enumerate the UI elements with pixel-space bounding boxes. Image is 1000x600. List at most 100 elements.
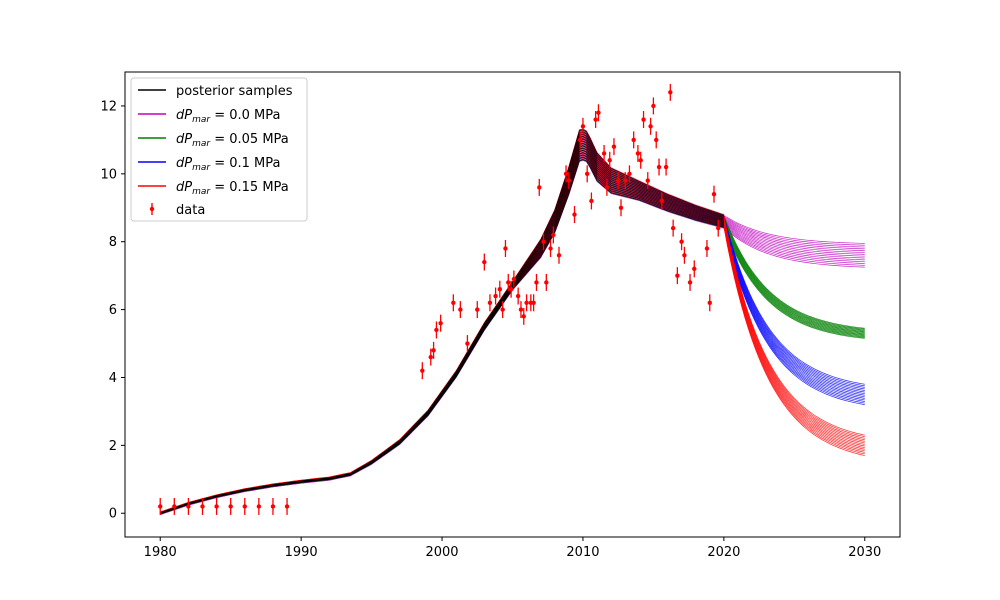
legend-label-dp1: dPmar = 0.1 MPa bbox=[176, 156, 280, 173]
data-point bbox=[438, 314, 443, 332]
data-point bbox=[482, 253, 487, 271]
data-point bbox=[475, 301, 480, 319]
data-point bbox=[503, 240, 508, 257]
data-point bbox=[635, 144, 641, 162]
data-point bbox=[256, 497, 262, 515]
data-point bbox=[656, 158, 662, 176]
y-tick-label: 12 bbox=[100, 99, 117, 114]
data-point bbox=[651, 97, 656, 115]
data-point bbox=[465, 335, 470, 353]
data-point bbox=[687, 273, 693, 291]
data-point bbox=[716, 219, 721, 237]
legend: posterior samples dPmar = 0.0 MPa dPmar … bbox=[130, 77, 308, 222]
y-tick-label: 6 bbox=[109, 303, 117, 318]
data-point bbox=[604, 178, 610, 196]
data-point bbox=[615, 172, 621, 190]
y-tick-label: 4 bbox=[109, 371, 117, 386]
data-point bbox=[548, 240, 553, 257]
data-point bbox=[242, 497, 247, 515]
data-point bbox=[420, 362, 425, 380]
data-point bbox=[434, 321, 439, 339]
x-tick-label: 1990 bbox=[285, 545, 318, 560]
data-point bbox=[668, 83, 673, 101]
data-point bbox=[607, 151, 612, 169]
data-point bbox=[638, 151, 643, 169]
data-point bbox=[551, 226, 556, 244]
x-tick-label: 2020 bbox=[707, 545, 740, 560]
legend-subscript: mar bbox=[192, 139, 211, 149]
forecast-sample-line-dp15 bbox=[160, 128, 865, 513]
y-tick-label: 8 bbox=[109, 235, 117, 250]
legend-symbol: dP bbox=[176, 180, 192, 195]
legend-label-dp0: dPmar = 0.0 MPa bbox=[176, 108, 280, 125]
legend-subscript: mar bbox=[192, 163, 211, 173]
data-point bbox=[451, 294, 456, 312]
data-point bbox=[707, 294, 712, 312]
errorbar-swatch-icon bbox=[149, 203, 155, 215]
data-point bbox=[556, 246, 562, 264]
y-axis: 0 2 4 6 8 10 12 bbox=[100, 99, 125, 522]
legend-subscript: mar bbox=[192, 115, 211, 125]
data-point bbox=[228, 497, 233, 515]
legend-label-dp15: dPmar = 0.15 MPa bbox=[176, 180, 289, 197]
data-point bbox=[544, 273, 549, 291]
data-points bbox=[158, 83, 721, 515]
data-point bbox=[627, 165, 632, 183]
x-tick-label: 2010 bbox=[566, 545, 599, 560]
legend-symbol: dP bbox=[176, 132, 192, 147]
data-point bbox=[596, 104, 601, 122]
data-point bbox=[692, 260, 697, 278]
data-point bbox=[431, 341, 436, 359]
data-point bbox=[284, 497, 290, 515]
data-point bbox=[711, 185, 717, 203]
data-point bbox=[518, 301, 524, 319]
legend-symbol: dP bbox=[176, 108, 192, 123]
x-tick-label: 2030 bbox=[848, 545, 881, 560]
data-point bbox=[497, 280, 503, 298]
data-point bbox=[172, 497, 177, 515]
data-point bbox=[623, 172, 628, 190]
data-point bbox=[566, 172, 572, 190]
data-point bbox=[515, 287, 521, 305]
data-point bbox=[611, 138, 617, 156]
x-axis: 1980 1990 2000 2010 2020 2030 bbox=[144, 537, 881, 560]
legend-label-posterior: posterior samples bbox=[176, 84, 293, 99]
data-point bbox=[511, 270, 517, 288]
legend-box bbox=[130, 77, 308, 222]
data-point bbox=[670, 219, 676, 237]
data-point bbox=[679, 233, 684, 251]
data-point bbox=[521, 307, 526, 325]
x-tick-label: 2000 bbox=[425, 545, 458, 560]
y-tick-label: 0 bbox=[109, 507, 117, 522]
legend-value: = 0.1 MPa bbox=[210, 156, 280, 171]
data-point bbox=[584, 165, 590, 183]
data-point bbox=[541, 233, 546, 251]
data-point bbox=[200, 497, 205, 515]
data-point bbox=[531, 294, 536, 312]
data-point bbox=[704, 240, 710, 257]
data-point bbox=[458, 301, 463, 319]
data-point bbox=[601, 144, 607, 162]
data-point bbox=[572, 206, 577, 224]
data-point bbox=[659, 192, 665, 210]
data-point bbox=[270, 497, 276, 515]
legend-value: = 0.0 MPa bbox=[210, 108, 280, 123]
data-point bbox=[589, 192, 594, 210]
legend-label-dp05: dPmar = 0.05 MPa bbox=[176, 132, 289, 149]
plot-area bbox=[160, 128, 865, 515]
data-point bbox=[618, 199, 624, 217]
data-point bbox=[214, 497, 219, 515]
data-point bbox=[493, 287, 498, 305]
data-point bbox=[654, 131, 659, 149]
data-point bbox=[487, 294, 493, 312]
legend-value: = 0.05 MPa bbox=[210, 132, 289, 147]
data-point bbox=[506, 273, 511, 291]
data-point bbox=[580, 117, 586, 135]
data-point bbox=[428, 348, 433, 366]
data-point bbox=[508, 280, 514, 298]
data-point bbox=[186, 497, 191, 515]
data-point bbox=[500, 301, 505, 319]
data-point bbox=[563, 165, 569, 183]
axes-frame bbox=[124, 71, 901, 538]
data-point bbox=[524, 294, 529, 312]
